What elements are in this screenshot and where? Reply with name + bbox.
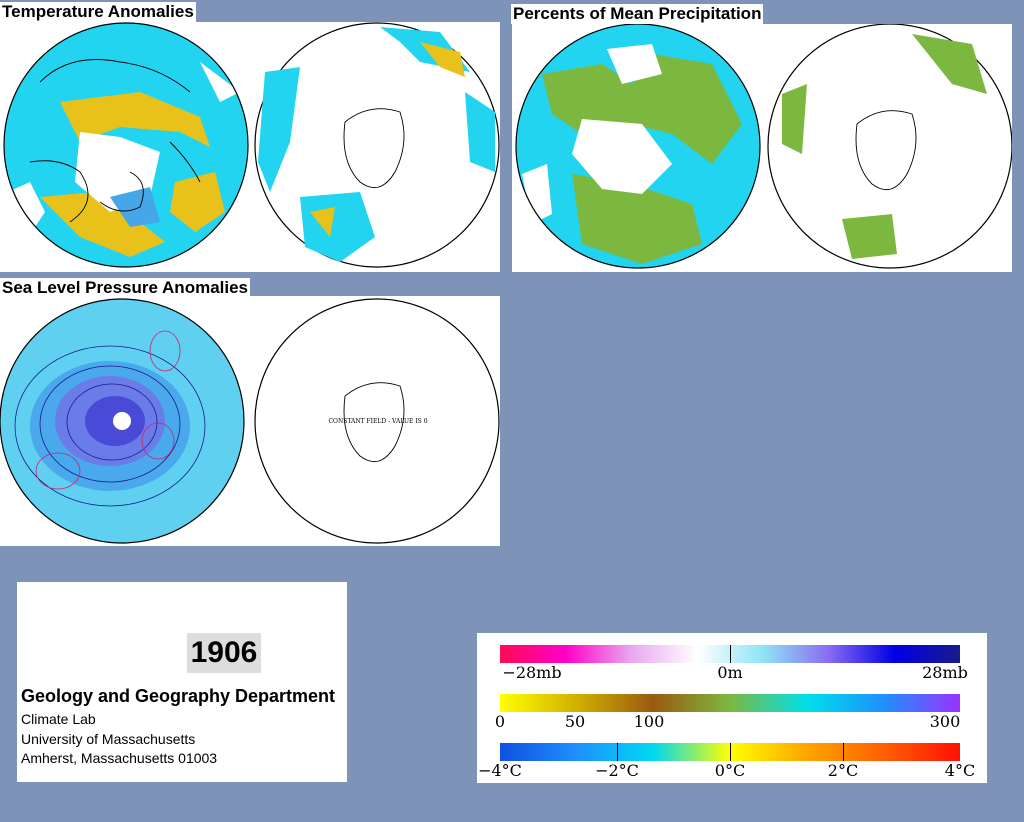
- temp-tick-neg2: [617, 743, 618, 761]
- info-line-address: Amherst, Massachusetts 01003: [21, 750, 218, 766]
- precipitation-south-globe: [767, 24, 1012, 269]
- temperature-north-globe: [3, 22, 249, 268]
- temp-tick-0: [730, 743, 731, 761]
- pressure-south-globe: CONSTANT FIELD - VALUE IS 0: [254, 298, 500, 544]
- pressure-max-label: 28mb: [922, 663, 968, 682]
- temp-label-neg2: −2°C: [595, 761, 639, 780]
- precipitation-title: Percents of Mean Precipitation: [511, 4, 764, 24]
- temp-label-0: 0°C: [714, 761, 746, 780]
- year-label: 1906: [187, 633, 261, 673]
- info-line-university: University of Massachusetts: [21, 731, 196, 747]
- precipitation-north-globe: [515, 24, 761, 269]
- precip-color-bar: [500, 694, 960, 712]
- pressure-map-panel: CONSTANT FIELD - VALUE IS 0: [0, 296, 500, 546]
- temp-label-2: 2°C: [827, 761, 859, 780]
- info-line-lab: Climate Lab: [21, 711, 96, 727]
- pressure-north-globe: [0, 298, 245, 544]
- precip-label-100: 100: [633, 712, 665, 731]
- temp-tick-2: [843, 743, 844, 761]
- department-label: Geology and Geography Department: [21, 686, 336, 706]
- temperature-title: Temperature Anomalies: [0, 2, 196, 22]
- pressure-title: Sea Level Pressure Anomalies: [0, 278, 251, 298]
- precipitation-map-panel: [512, 24, 1012, 272]
- constant-field-label: CONSTANT FIELD - VALUE IS 0: [328, 418, 427, 425]
- temperature-maps: [3, 22, 500, 268]
- precip-label-50: 50: [564, 712, 586, 731]
- color-legend: −28mb 0m 28mb 0 50 100 300 −4°C −2°C 0°C…: [477, 633, 987, 783]
- temperature-south-globe: [254, 22, 500, 268]
- pressure-min-label: −28mb: [502, 663, 562, 682]
- precip-label-300: 300: [929, 712, 961, 731]
- temp-label-4: 4°C: [944, 761, 976, 780]
- precip-label-0: 0: [494, 712, 506, 731]
- temp-label-neg4: −4°C: [478, 761, 522, 780]
- info-box: 1906 Geology and Geography Department Cl…: [17, 582, 347, 782]
- temperature-map-panel: [0, 22, 500, 272]
- precipitation-maps: [515, 24, 1012, 269]
- pressure-mid-tick: [730, 645, 731, 663]
- pressure-maps: CONSTANT FIELD - VALUE IS 0: [0, 298, 500, 544]
- pressure-mid-label: 0m: [717, 663, 743, 682]
